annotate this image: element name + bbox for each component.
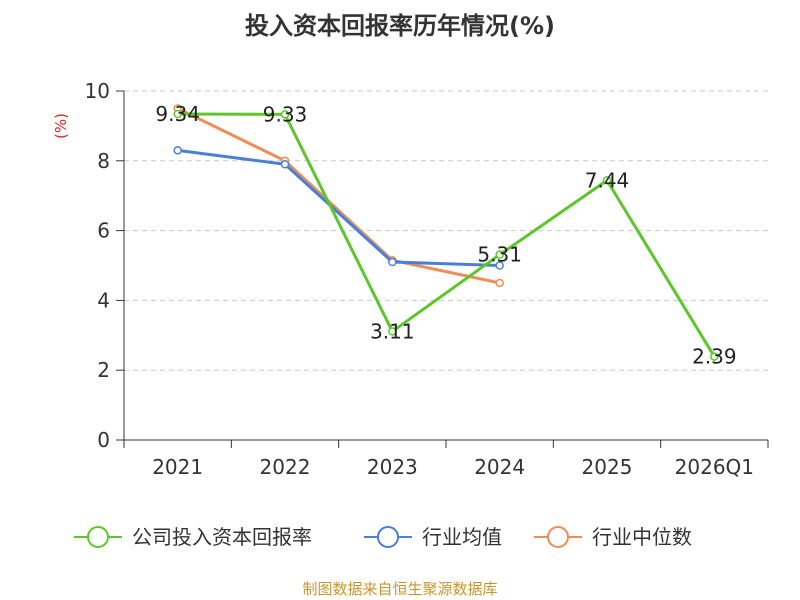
data-point — [495, 261, 504, 270]
x-tick-label: 2022 — [260, 455, 311, 479]
legend-marker — [377, 526, 399, 548]
x-tick-label: 2026Q1 — [675, 455, 754, 479]
gridlines — [124, 90, 768, 371]
data-point — [173, 109, 182, 119]
data-point — [280, 160, 290, 169]
data-point — [173, 146, 182, 155]
series-line-0 — [177, 112, 716, 358]
y-tick-label: 0 — [97, 428, 110, 452]
x-tick-label: 2023 — [367, 455, 418, 479]
legend-item: 公司投入资本回报率 — [74, 525, 312, 549]
y-axis-unit: (%) — [52, 113, 70, 139]
data-point — [495, 250, 504, 259]
data-label: 5.31 — [477, 243, 522, 267]
legend-marker — [547, 526, 569, 548]
legend-item: 行业中位数 — [534, 525, 692, 549]
data-point — [388, 327, 397, 336]
series-line-1 — [177, 148, 500, 267]
legend-item: 行业均值 — [364, 525, 502, 549]
data-point — [280, 110, 290, 119]
x-tick-label: 2025 — [582, 455, 633, 479]
series-lines — [173, 104, 719, 361]
data-point — [495, 278, 504, 288]
x-tick-label: 2024 — [474, 455, 525, 479]
data-label: 7.44 — [585, 168, 630, 192]
y-tick-label: 4 — [97, 288, 110, 312]
data-label: 9.34 — [155, 102, 200, 126]
data-labels: 9.34 9.33 3.11 5.31 7.44 2.39 — [155, 102, 736, 369]
legend-marker — [87, 526, 109, 548]
legend-label: 行业中位数 — [592, 525, 692, 549]
y-tick-label: 8 — [97, 149, 110, 173]
data-label: 2.39 — [692, 345, 737, 369]
data-label: 3.11 — [370, 319, 415, 343]
legend: 公司投入资本回报率 行业均值 行业中位数 — [74, 525, 692, 549]
y-tick-label: 10 — [85, 79, 110, 103]
chart-title: 投入资本回报率历年情况(%) — [245, 12, 555, 40]
axes: 0 2 4 6 8 10 2021 2022 2023 2024 2025 2026Q1 (%) — [52, 79, 769, 479]
series-line-2 — [177, 107, 500, 285]
data-point — [602, 176, 612, 185]
source-note: 制图数据来自恒生聚源数据库 — [302, 580, 498, 598]
x-tick-label: 2021 — [152, 455, 203, 479]
y-tick-label: 6 — [97, 219, 110, 243]
data-point — [388, 257, 397, 267]
data-label: 9.33 — [263, 102, 308, 126]
legend-label: 公司投入资本回报率 — [132, 525, 312, 549]
legend-label: 行业均值 — [422, 525, 502, 549]
y-tick-label: 2 — [97, 358, 110, 382]
data-point — [710, 352, 719, 361]
